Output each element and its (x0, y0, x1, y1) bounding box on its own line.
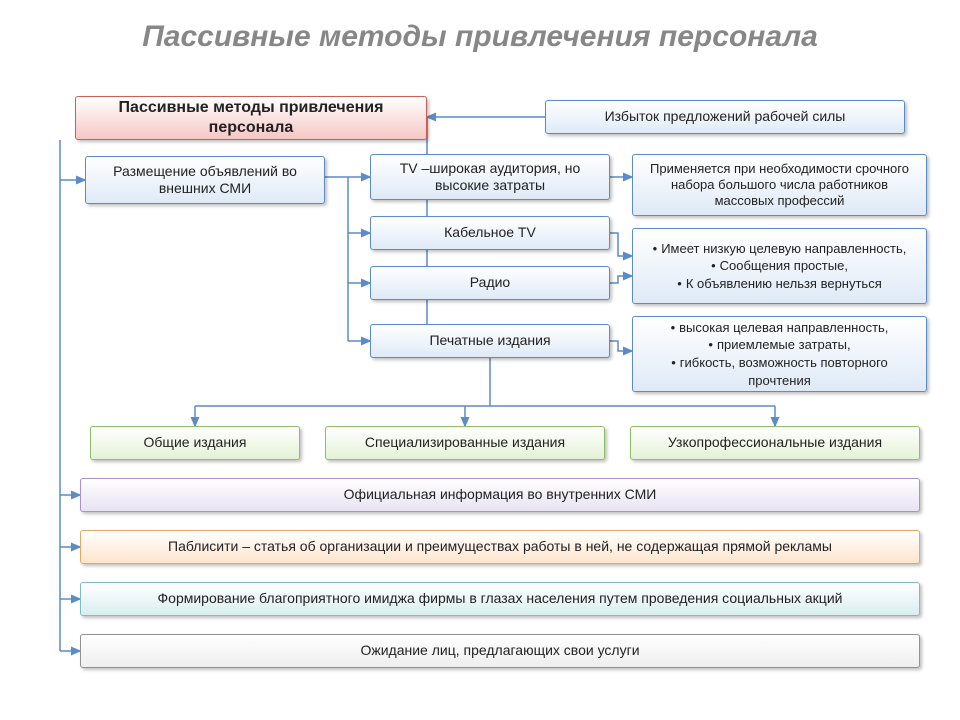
slide-title: Пассивные методы привлечения персонала (0, 0, 960, 66)
node-pub-general-label: Общие издания (144, 434, 247, 452)
node-pub-general: Общие издания (90, 426, 300, 460)
print-note-item-0: высокая целевая направленность, (671, 319, 889, 337)
node-tv: TV –широкая аудитория, но высокие затрат… (370, 154, 610, 200)
node-main-label: Пассивные методы привлечения персонала (84, 98, 418, 138)
node-radio-label: Радио (470, 274, 510, 292)
node-pub-special-label: Специализированные издания (365, 434, 565, 452)
node-official-info-label: Официальная информация во внутренних СМИ (344, 486, 657, 504)
node-radio-note: Имеет низкую целевую направленность, Соо… (632, 228, 927, 304)
node-pub-narrow-label: Узкопрофессиональные издания (668, 434, 882, 452)
node-labor-surplus: Избыток предложений рабочей силы (545, 100, 905, 134)
node-tv-note-text: Применяется при необходимости срочного н… (641, 161, 918, 210)
node-cable-tv: Кабельное TV (370, 216, 610, 250)
node-company-image: Формирование благоприятного имиджа фирмы… (80, 582, 920, 616)
radio-note-item-0: Имеет низкую целевую направленность, (653, 240, 907, 258)
node-radio: Радио (370, 266, 610, 300)
radio-note-item-1: Сообщения простые, (711, 257, 848, 275)
diagram-canvas: Пассивные методы привлечения персонала И… (0, 66, 960, 706)
node-external-media-label: Размещение объявлений во внешних СМИ (94, 163, 316, 198)
node-print-label: Печатные издания (429, 332, 550, 350)
node-pub-special: Специализированные издания (325, 426, 605, 460)
node-labor-surplus-label: Избыток предложений рабочей силы (605, 108, 846, 126)
print-note-item-1: приемлемые затраты, (708, 336, 850, 354)
node-print-media: Печатные издания (370, 324, 610, 358)
radio-note-item-2: К объявлению нельзя вернуться (677, 275, 882, 293)
node-pub-narrow: Узкопрофессиональные издания (630, 426, 920, 460)
node-tv-label: TV –широкая аудитория, но высокие затрат… (379, 160, 601, 195)
node-waiting-applicants-label: Ожидание лиц, предлагающих свои услуги (360, 642, 639, 660)
node-publicity: Паблисити – статья об организации и преи… (80, 530, 920, 564)
node-official-info: Официальная информация во внутренних СМИ (80, 478, 920, 512)
node-print-note: высокая целевая направленность, приемлем… (632, 316, 927, 392)
node-external-media: Размещение объявлений во внешних СМИ (85, 156, 325, 204)
print-note-item-2: гибкость, возможность повторного прочтен… (643, 354, 916, 389)
node-publicity-label: Паблисити – статья об организации и преи… (168, 538, 832, 556)
node-tv-note: Применяется при необходимости срочного н… (632, 154, 927, 216)
node-cable-label: Кабельное TV (444, 224, 536, 242)
node-company-image-label: Формирование благоприятного имиджа фирмы… (158, 590, 843, 608)
node-main-passive-methods: Пассивные методы привлечения персонала (75, 96, 427, 140)
node-waiting-applicants: Ожидание лиц, предлагающих свои услуги (80, 634, 920, 668)
